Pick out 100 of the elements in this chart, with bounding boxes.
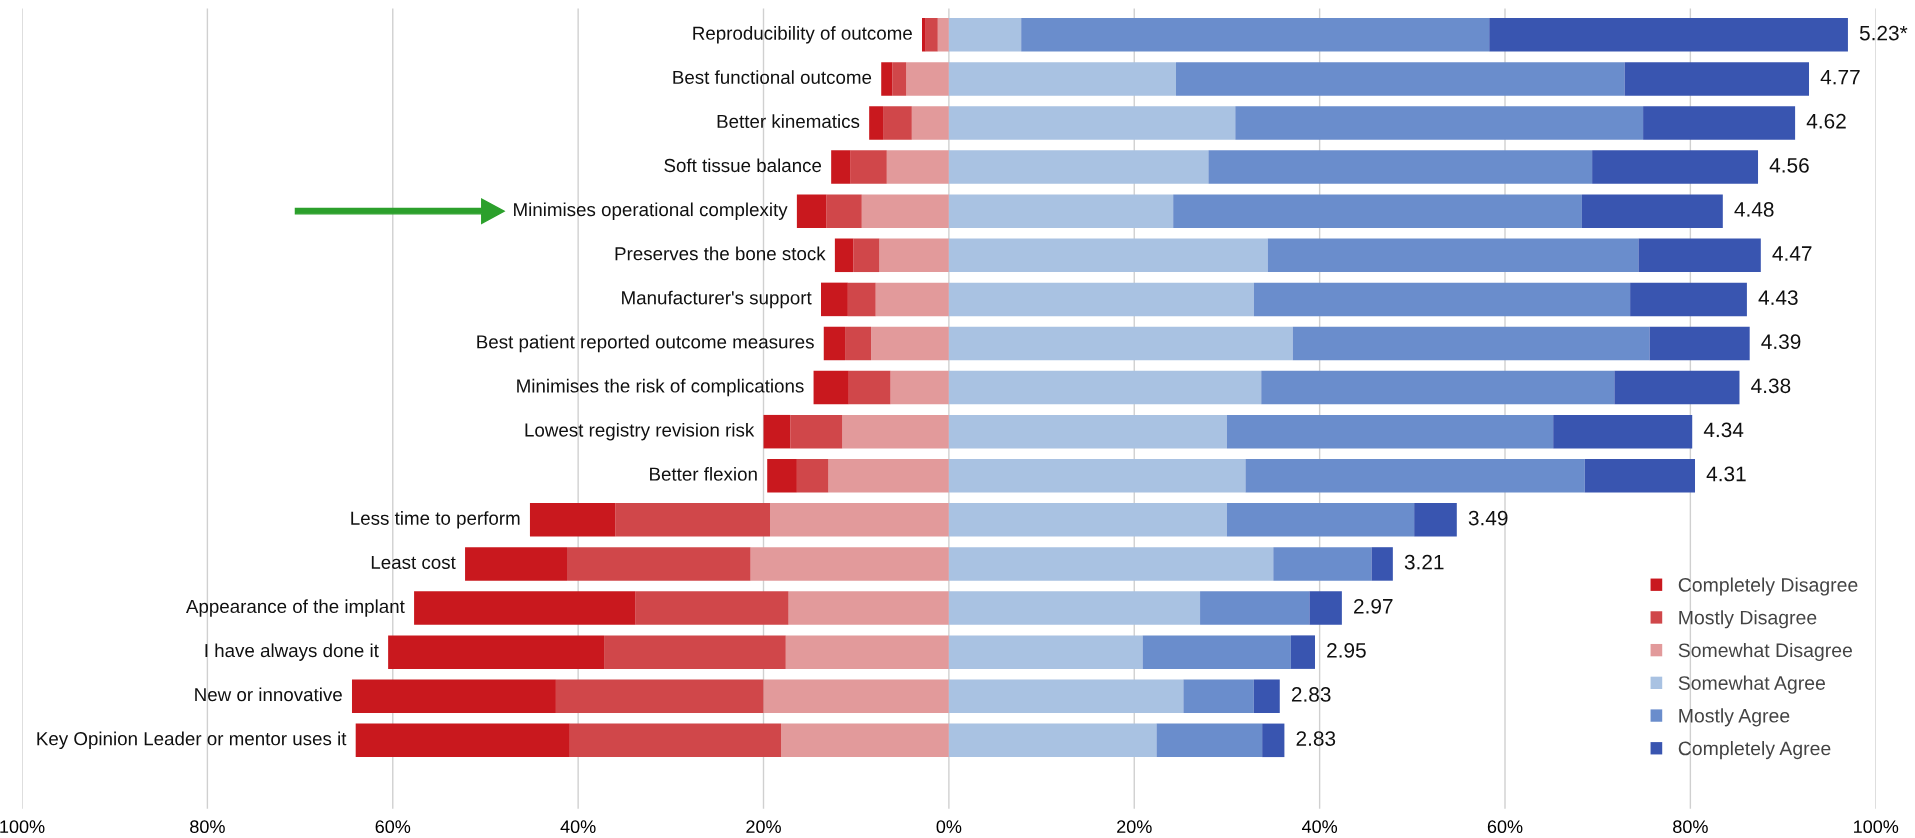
bar <box>1200 591 1310 625</box>
x-tick-label: 20% <box>746 820 781 834</box>
y-tick-label: Minimises operational complexity <box>514 202 788 220</box>
y-tick-label: Better flexion <box>650 467 757 481</box>
bar <box>848 370 891 405</box>
annotation: 2.83 <box>1296 731 1336 746</box>
bar <box>948 459 1246 493</box>
bar <box>790 414 843 449</box>
y-tick-label: Best patient reported outcome measures <box>477 334 814 353</box>
annotation: 4.77 <box>1820 69 1860 85</box>
y-tick-label: Soft tissue balance <box>664 158 822 173</box>
legend-label: Completely Disagree <box>1678 577 1858 596</box>
bar <box>1309 591 1342 625</box>
bar <box>1253 679 1280 713</box>
bar <box>911 106 949 140</box>
x-tick-label: 100% <box>0 820 45 834</box>
annotation: 4.62 <box>1806 113 1846 129</box>
annotation: 4.31 <box>1706 466 1746 482</box>
bar <box>1649 326 1750 361</box>
bar <box>826 194 862 228</box>
annotation: 4.38 <box>1751 378 1791 394</box>
bar <box>937 18 949 52</box>
bar <box>1183 679 1254 713</box>
bar <box>1262 723 1285 758</box>
y-tick-label: Preserves the bone stock <box>615 246 826 261</box>
bar <box>948 62 1176 96</box>
legend-label: Somewhat Agree <box>1678 675 1825 694</box>
annotation: 4.39 <box>1761 334 1801 350</box>
legend-label: Mostly Disagree <box>1679 610 1817 629</box>
bar <box>831 150 851 184</box>
legend-label: Completely Agree <box>1678 741 1831 760</box>
bar <box>1267 238 1639 273</box>
bar <box>948 723 1157 758</box>
y-tick-label: Reproducibility of outcome <box>693 26 912 44</box>
annotation: 2.97 <box>1354 598 1393 614</box>
bar <box>388 635 605 669</box>
bar <box>781 723 949 758</box>
bar <box>1208 150 1593 184</box>
y-tick-label: Appearance of the implant <box>185 599 405 617</box>
bar <box>788 591 949 625</box>
bar <box>569 723 782 758</box>
bar <box>881 62 893 96</box>
bar <box>1156 723 1263 758</box>
bar <box>1489 18 1848 52</box>
bar <box>1624 62 1810 96</box>
bar <box>567 547 751 581</box>
bar <box>615 503 770 537</box>
bar <box>1581 194 1723 228</box>
bar <box>1638 238 1761 273</box>
bar <box>1643 106 1796 140</box>
annotation: 5.23* <box>1859 25 1908 41</box>
bar <box>948 503 1227 537</box>
bar <box>635 591 789 625</box>
bar <box>828 459 949 493</box>
bar <box>922 18 926 52</box>
annotation: 4.56 <box>1769 157 1809 173</box>
bar <box>906 62 949 96</box>
bar <box>948 414 1227 449</box>
bar <box>886 150 949 184</box>
bar <box>1553 414 1693 449</box>
bar <box>529 503 616 537</box>
bar <box>1175 62 1625 96</box>
x-tick-label: 100% <box>1854 820 1899 834</box>
annotation: 3.49 <box>1468 510 1508 526</box>
bar <box>1021 18 1490 52</box>
x-tick-label: 0% <box>936 820 962 834</box>
bar <box>869 106 884 140</box>
bar <box>351 679 556 713</box>
bar <box>796 194 827 228</box>
bar <box>1273 547 1372 581</box>
bar <box>1584 459 1695 493</box>
y-tick-label: I have always done it <box>205 643 379 661</box>
annotation: 2.83 <box>1291 687 1331 702</box>
y-tick-label: Least cost <box>371 555 456 569</box>
bar <box>948 635 1143 669</box>
bar <box>1292 326 1650 361</box>
bar <box>1253 282 1631 317</box>
bar <box>763 414 791 449</box>
y-tick-label: Minimises the risk of complications <box>517 378 804 397</box>
bar <box>892 62 907 96</box>
bar <box>948 106 1236 140</box>
x-tick-label: 80% <box>190 820 225 834</box>
bar <box>842 414 949 449</box>
bar <box>871 326 949 361</box>
bar <box>1226 503 1415 537</box>
annotation: 2.95 <box>1327 642 1366 658</box>
annotation: 4.48 <box>1734 202 1774 217</box>
bar <box>948 194 1174 228</box>
bar <box>850 150 887 184</box>
bar <box>861 194 949 228</box>
annotation: 4.43 <box>1758 290 1798 305</box>
bar <box>879 238 949 273</box>
bar <box>813 370 849 405</box>
x-tick-label: 20% <box>1117 820 1152 834</box>
y-tick-label: Better kinematics <box>717 114 860 129</box>
bar <box>853 238 880 273</box>
x-tick-label: 60% <box>1487 820 1523 834</box>
y-tick-label: Less time to perform <box>351 511 520 529</box>
annotation: 4.34 <box>1703 422 1744 438</box>
bar <box>767 459 797 493</box>
